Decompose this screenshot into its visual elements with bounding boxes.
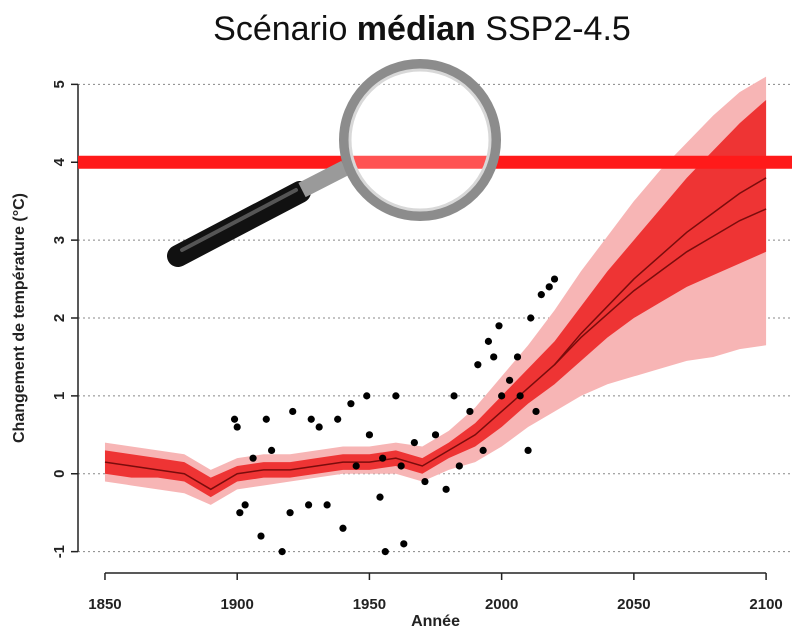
observation-point xyxy=(262,415,270,423)
title-part: SSP2-4.5 xyxy=(476,10,631,48)
x-tick-label: 1850 xyxy=(88,596,121,613)
observation-point xyxy=(400,540,408,548)
observation-point xyxy=(484,337,493,345)
observation-point xyxy=(392,392,400,400)
observation-point xyxy=(236,509,244,517)
uncertainty-band xyxy=(104,99,767,498)
observation-point xyxy=(431,431,440,439)
line xyxy=(104,177,767,491)
x-tick-label: 2000 xyxy=(485,596,518,613)
observation-point xyxy=(379,454,387,462)
observation-point xyxy=(339,524,347,532)
y-tick-label: 0 xyxy=(51,470,68,478)
observation-point xyxy=(524,446,532,454)
observation-point xyxy=(410,439,418,447)
observation-point xyxy=(233,423,241,431)
title-part: Scénario xyxy=(213,10,357,48)
title-part: médian xyxy=(357,10,476,48)
observation-point xyxy=(455,462,463,470)
observation-point xyxy=(490,353,498,361)
y-tick-label: -1 xyxy=(51,545,68,558)
observation-point xyxy=(516,392,524,400)
observation-point xyxy=(249,454,257,462)
observation-point xyxy=(537,291,545,299)
x-tick-label: 1950 xyxy=(353,596,386,613)
observation-point xyxy=(466,407,474,416)
y-tick-label: 3 xyxy=(51,236,68,244)
y-tick-label: 1 xyxy=(51,392,68,400)
observation-point xyxy=(304,501,313,509)
observation-point xyxy=(513,353,522,361)
observation-point xyxy=(495,322,503,330)
chart-title: Scénario médian SSP2-4.5 xyxy=(213,10,631,48)
observation-point xyxy=(505,376,514,384)
observation-point xyxy=(550,275,559,283)
y-tick-label: 2 xyxy=(51,314,68,322)
observation-point xyxy=(230,415,239,423)
line xyxy=(553,208,767,366)
y-tick-label: 5 xyxy=(51,80,68,88)
observation-point xyxy=(498,392,506,400)
observation-point xyxy=(241,501,249,509)
observation-point xyxy=(532,407,540,416)
observation-point xyxy=(450,392,458,400)
observation-point xyxy=(545,283,553,291)
observation-point xyxy=(376,493,384,501)
observation-point xyxy=(527,314,535,322)
observation-point xyxy=(397,462,405,470)
x-axis-title: Année xyxy=(411,613,460,630)
observation-point xyxy=(323,501,331,509)
observation-point xyxy=(365,431,374,439)
observation-point xyxy=(474,361,482,369)
observation-point xyxy=(479,446,487,454)
x-tick-label: 2100 xyxy=(749,596,782,613)
observation-point xyxy=(334,415,342,423)
observation-point xyxy=(363,392,371,400)
observation-point xyxy=(289,407,297,416)
magnifier-icon xyxy=(167,59,501,267)
observation-point xyxy=(257,532,265,540)
observation-point xyxy=(278,548,286,556)
observation-point xyxy=(442,485,450,493)
observation-point xyxy=(307,415,315,423)
observation-point xyxy=(347,400,355,408)
x-tick-label: 1900 xyxy=(221,596,254,613)
observation-point xyxy=(381,548,389,556)
observation-point xyxy=(421,477,429,486)
y-axis-title: Changement de température (°C) xyxy=(11,193,28,443)
observation-point xyxy=(315,423,323,431)
plot-area: -1 0 1 2 3 4 5 1850 1900 1950 2000 2050 2100 Année Cha… xyxy=(11,76,792,630)
observation-point xyxy=(352,462,360,470)
observation-point xyxy=(286,509,294,517)
y-tick-label: 4 xyxy=(51,157,68,166)
observation-point xyxy=(267,446,276,454)
x-tick-label: 2050 xyxy=(617,596,650,613)
